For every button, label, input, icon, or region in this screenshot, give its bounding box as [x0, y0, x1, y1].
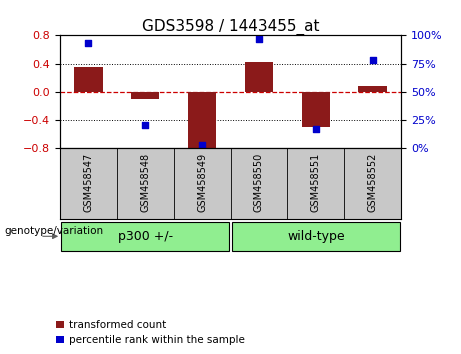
Point: [85, 40, 92, 46]
Bar: [231, 222, 400, 251]
Bar: [245, 62, 273, 92]
Text: wild-type: wild-type: [287, 230, 344, 243]
Bar: [301, 92, 330, 127]
Point: [312, 126, 319, 132]
Bar: [61, 222, 230, 251]
Bar: [188, 92, 216, 152]
Text: GSM458547: GSM458547: [83, 153, 94, 212]
Bar: [131, 92, 160, 99]
Point: [255, 36, 263, 42]
Bar: [74, 67, 102, 92]
Text: GSM458552: GSM458552: [367, 153, 378, 212]
Text: GSM458550: GSM458550: [254, 153, 264, 212]
Point: [142, 122, 149, 128]
Legend: transformed count, percentile rank within the sample: transformed count, percentile rank withi…: [56, 320, 245, 345]
Point: [198, 142, 206, 147]
Title: GDS3598 / 1443455_at: GDS3598 / 1443455_at: [142, 19, 319, 35]
Text: GSM458549: GSM458549: [197, 153, 207, 212]
Text: GSM458551: GSM458551: [311, 153, 321, 212]
Text: genotype/variation: genotype/variation: [5, 226, 104, 236]
Text: GSM458548: GSM458548: [140, 153, 150, 212]
Bar: [358, 86, 387, 92]
Text: p300 +/-: p300 +/-: [118, 230, 173, 243]
Point: [369, 57, 376, 63]
